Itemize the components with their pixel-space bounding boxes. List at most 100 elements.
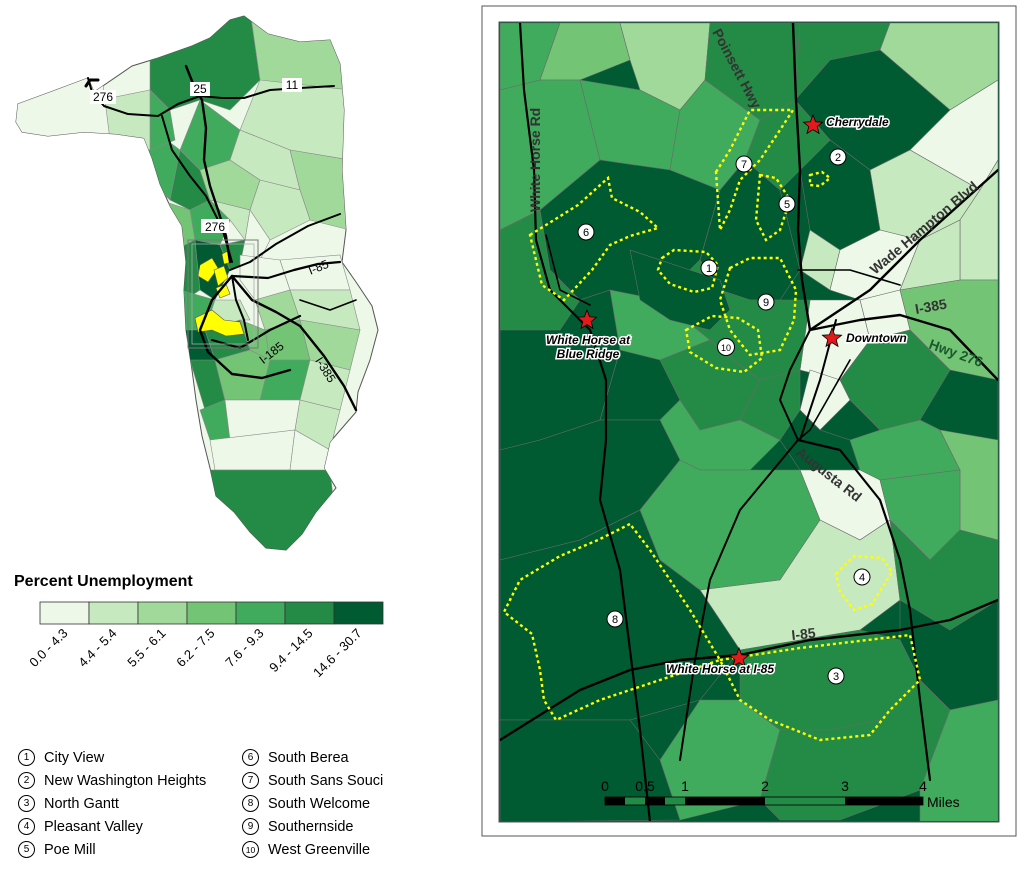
scale-tick-3: 3	[841, 778, 849, 794]
svg-text:4: 4	[859, 572, 865, 584]
county-highlighted-neighborhoods	[194, 249, 245, 337]
place-label-cherrydale: Cherrydale	[826, 115, 889, 129]
legend-label-6: 9.4 - 14.5	[266, 626, 315, 675]
neighborhood-name: Southernside	[268, 818, 354, 835]
neighborhood-marker-2: 2	[829, 148, 847, 166]
neighborhood-number-badge: 3	[18, 795, 35, 812]
legend-label-4: 6.2 - 7.5	[173, 626, 217, 670]
neighborhood-name: North Gantt	[44, 795, 119, 812]
neighborhood-number-badge: 5	[18, 841, 35, 858]
detail-extent-inner	[191, 243, 255, 345]
legend-swatch-3	[137, 601, 188, 625]
place-label-white-horse-blue-ridge: White Horse at Blue Ridge	[546, 333, 631, 361]
legend-label-2: 4.4 - 5.4	[75, 626, 119, 670]
neighborhood-number-badge: 10	[242, 841, 259, 858]
detail-study-boundaries	[502, 108, 922, 742]
neighborhood-number-badge: 6	[242, 749, 259, 766]
neighborhood-name: Poe Mill	[44, 841, 96, 858]
svg-text:10: 10	[721, 343, 731, 353]
neighborhood-key-item: 8 South Welcome	[242, 792, 432, 815]
neighborhood-marker-10: 10	[717, 338, 735, 356]
neighborhood-key-item: 6 South Berea	[242, 746, 432, 769]
neighborhood-number-badge: 8	[242, 795, 259, 812]
legend-swatch-6	[284, 601, 335, 625]
legend-label-3: 5.5 - 6.1	[124, 626, 168, 670]
neighborhood-key-item: 5 Poe Mill	[18, 838, 242, 861]
neighborhood-marker-4: 4	[853, 568, 871, 586]
svg-text:3: 3	[833, 671, 839, 683]
route-label-276-north: 276	[93, 90, 113, 104]
legend-label-7: 14.6 - 30.7	[310, 626, 365, 681]
road-label-i385: I-385	[914, 296, 948, 317]
county-tracts	[16, 16, 361, 550]
neighborhood-marker-9: 9	[757, 293, 775, 311]
neighborhood-number-badge: 1	[18, 749, 35, 766]
road-label-i85: I-85	[791, 625, 817, 643]
svg-text:7: 7	[741, 159, 747, 171]
scale-tick-0: 0	[601, 778, 609, 794]
neighborhood-number-badge: 2	[18, 772, 35, 789]
neighborhood-marker-7: 7	[735, 155, 753, 173]
scale-tick-0-5: 0.5	[635, 778, 655, 794]
legend-swatch-4	[186, 601, 237, 625]
cherrydale-marker	[802, 113, 824, 135]
neighborhood-marker-6: 6	[577, 223, 595, 241]
neighborhood-marker-5: 5	[778, 195, 796, 213]
downtown-marker	[821, 326, 843, 348]
place-label-downtown: Downtown	[846, 331, 907, 345]
neighborhood-key-item: 4 Pleasant Valley	[18, 815, 242, 838]
legend-label-1: 0.0 - 4.3	[26, 626, 70, 670]
neighborhood-name: Pleasant Valley	[44, 818, 143, 835]
route-label-25: 25	[193, 82, 207, 96]
legend-swatch-1	[39, 601, 90, 625]
scale-tick-2: 2	[761, 778, 769, 794]
neighborhood-name: City View	[44, 749, 105, 766]
neighborhood-key-item: 10 West Greenville	[242, 838, 432, 861]
neighborhood-key-item: 7 South Sans Souci	[242, 769, 432, 792]
neighborhood-key: 1 City View 2 New Washington Heights 3 North …	[18, 746, 438, 864]
neighborhood-name: South Sans Souci	[268, 772, 384, 789]
neighborhood-key-item: 1 City View	[18, 746, 242, 769]
neighborhood-number-badge: 7	[242, 772, 259, 789]
svg-text:9: 9	[763, 297, 769, 309]
svg-text:6: 6	[583, 227, 589, 239]
legend-label-5: 7.6 - 9.3	[222, 626, 266, 670]
neighborhood-name: New Washington Heights	[44, 772, 207, 789]
legend-swatch-5	[235, 601, 286, 625]
svg-text:1: 1	[706, 263, 712, 275]
scale-tick-4: 4	[919, 778, 927, 794]
white-horse-i85-marker	[728, 646, 750, 668]
white-horse-blue-ridge-marker	[576, 308, 598, 330]
svg-text:5: 5	[784, 199, 790, 211]
neighborhood-marker-3: 3	[827, 667, 845, 685]
scale-tick-1: 1	[681, 778, 689, 794]
detail-extent-outer	[187, 239, 259, 349]
place-label-white-horse-i85: White Horse at I-85	[666, 662, 774, 676]
neighborhood-name: West Greenville	[268, 841, 371, 858]
route-label-11: 11	[286, 78, 299, 92]
detail-roads	[500, 23, 998, 821]
svg-text:2: 2	[835, 152, 841, 164]
neighborhood-key-item: 3 North Gantt	[18, 792, 242, 815]
legend-swatch-2	[88, 601, 139, 625]
scale-unit: Miles	[927, 794, 960, 810]
legend-swatch-7	[333, 601, 384, 625]
svg-text:8: 8	[612, 614, 618, 626]
detail-neighborhood-numbers: 1 2 3 4 5 6 7 8 9 10	[577, 148, 871, 685]
neighborhood-marker-1: 1	[700, 259, 718, 277]
county-map: 276 25 11 276 I-85 I-185 I-385	[15, 15, 379, 551]
neighborhood-key-item: 2 New Washington Heights	[18, 769, 242, 792]
neighborhood-number-badge: 9	[242, 818, 259, 835]
neighborhood-marker-8: 8	[606, 610, 624, 628]
detail-tracts	[500, 23, 998, 821]
route-label-276-south: 276	[205, 220, 225, 234]
neighborhood-number-badge: 4	[18, 818, 35, 835]
detail-map: Poinsett Hwy White Horse Rd Wade Hampton…	[481, 5, 1017, 837]
legend-title: Percent Unemployment	[14, 573, 193, 590]
neighborhood-key-item: 9 Southernside	[242, 815, 432, 838]
road-label-white-horse-rd: White Horse Rd	[527, 108, 543, 212]
legend-color-ramp: 0.0 - 4.3 4.4 - 5.4 5.5 - 6.1 6.2 - 7.5 7.6 …	[26, 601, 384, 681]
neighborhood-name: South Welcome	[268, 795, 371, 812]
neighborhood-name: South Berea	[268, 749, 349, 766]
scale-bar: 0 0.5 1 2 3 4 Miles	[601, 778, 960, 810]
